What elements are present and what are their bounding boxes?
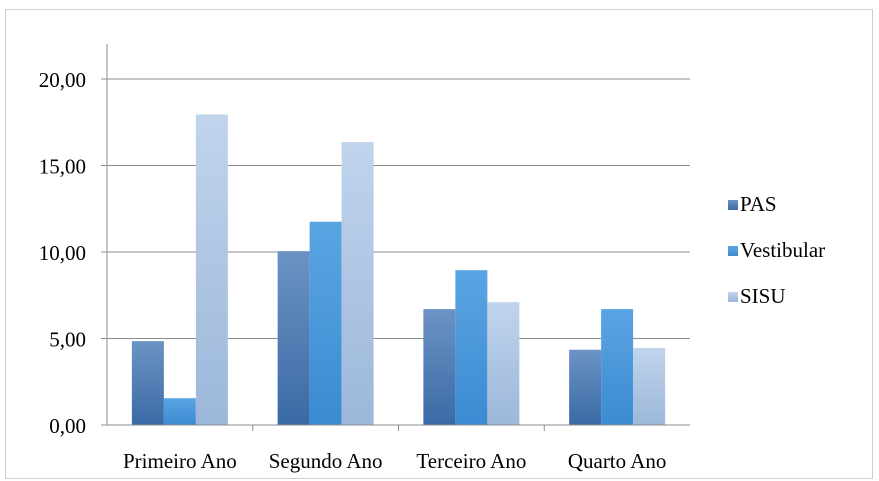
bars bbox=[131, 114, 666, 425]
bar-sisu-1 bbox=[195, 114, 228, 425]
x-tick-label: Quarto Ano bbox=[568, 449, 667, 473]
legend-swatch bbox=[728, 200, 738, 210]
legend-swatch bbox=[728, 292, 738, 302]
axes: 0,00 5,00 10,00 15,00 20,00 Primeiro Ano Segun… bbox=[39, 44, 690, 473]
bar-vestibular-4 bbox=[601, 309, 634, 425]
legend: PAS Vestibular SISU bbox=[728, 192, 825, 308]
bar-pas-4 bbox=[569, 349, 602, 425]
y-tick-label: 20,00 bbox=[39, 68, 86, 92]
y-tick-label: 15,00 bbox=[39, 155, 86, 179]
bar-vestibular-3 bbox=[455, 270, 488, 425]
bar-sisu-2 bbox=[341, 142, 374, 425]
legend-label: SISU bbox=[740, 284, 786, 308]
bar-sisu-4 bbox=[633, 348, 666, 425]
bar-pas-3 bbox=[423, 309, 456, 425]
y-tick-label: 10,00 bbox=[39, 241, 86, 265]
y-tick-label: 5,00 bbox=[49, 328, 86, 352]
bar-vestibular-2 bbox=[309, 221, 342, 425]
x-tick-label: Terceiro Ano bbox=[416, 449, 526, 473]
bar-vestibular-1 bbox=[163, 398, 196, 425]
legend-label: Vestibular bbox=[740, 238, 825, 262]
x-tick-label: Primeiro Ano bbox=[123, 449, 237, 473]
y-tick-label: 0,00 bbox=[49, 414, 86, 438]
x-tick-label: Segundo Ano bbox=[269, 449, 383, 473]
legend-label: PAS bbox=[740, 192, 777, 216]
legend-swatch bbox=[728, 246, 738, 256]
bar-pas-2 bbox=[277, 251, 310, 425]
bar-sisu-3 bbox=[487, 302, 520, 425]
gridlines bbox=[107, 78, 690, 339]
bar-pas-1 bbox=[131, 341, 164, 425]
